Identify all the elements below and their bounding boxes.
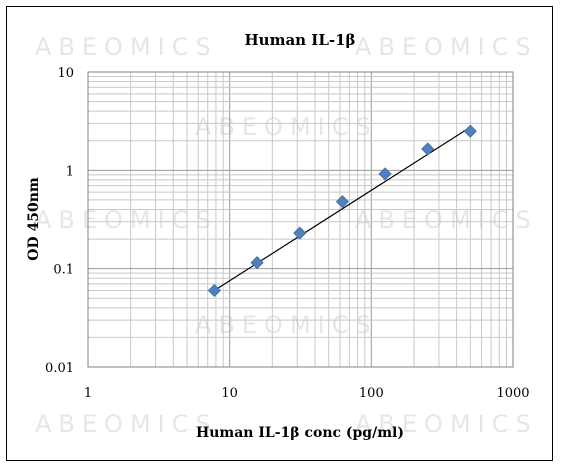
x-tick-label: 100 bbox=[359, 386, 384, 401]
y-tick-label: 1 bbox=[66, 164, 74, 179]
grid bbox=[87, 72, 513, 368]
data-point bbox=[378, 167, 392, 181]
data-point bbox=[207, 283, 221, 298]
data-point bbox=[463, 124, 477, 138]
watermark-layer: ABEOMICS ABEOMICS ABEOMICS ABEOMICS ABEOMICS… bbox=[35, 33, 538, 438]
tick-labels: 1 10 100 1000 0.01 0.1 1 10 bbox=[45, 66, 530, 401]
watermark-text: ABEOMICS bbox=[35, 410, 218, 438]
y-tick-label: 10 bbox=[57, 66, 74, 81]
watermark-text: ABEOMICS bbox=[35, 33, 218, 61]
x-tick-label: 1 bbox=[84, 386, 92, 401]
x-axis-label: Human IL-1β conc (pg/ml) bbox=[196, 425, 404, 441]
data-point bbox=[250, 256, 264, 270]
data-point bbox=[421, 142, 435, 156]
watermark-text: ABEOMICS bbox=[355, 206, 538, 234]
x-tick-label: 1000 bbox=[496, 386, 529, 401]
data-point bbox=[335, 195, 349, 209]
watermark-text: ABEOMICS bbox=[195, 113, 378, 141]
data-points bbox=[207, 124, 477, 298]
watermark-text: ABEOMICS bbox=[35, 206, 218, 234]
y-axis-label: OD 450nm bbox=[26, 177, 42, 261]
watermark-text: ABEOMICS bbox=[195, 311, 378, 339]
plot-area-border bbox=[87, 71, 514, 368]
y-tick-label: 0.01 bbox=[45, 361, 74, 376]
y-tick-label: 0.1 bbox=[53, 263, 74, 278]
data-point bbox=[293, 226, 307, 240]
watermark-text: ABEOMICS bbox=[355, 33, 538, 61]
x-tick-label: 10 bbox=[221, 386, 238, 401]
chart-title: Human IL-1β bbox=[245, 31, 356, 49]
watermark-text: ABEOMICS bbox=[355, 410, 538, 438]
